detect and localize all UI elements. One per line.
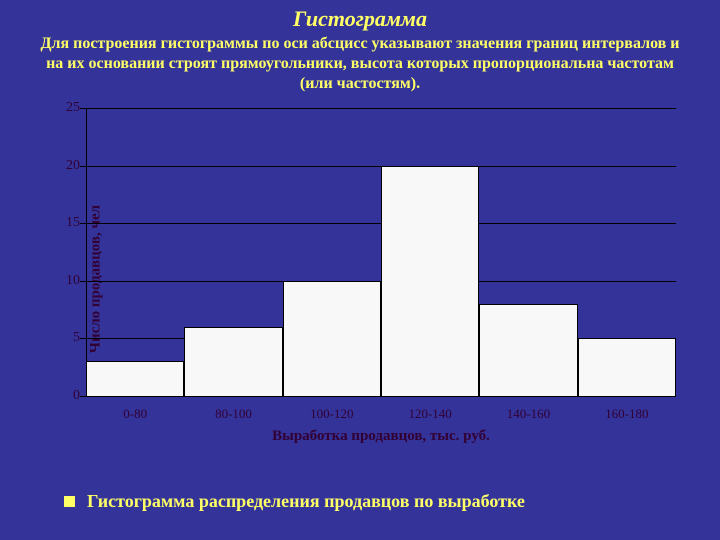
caption-text: Гистограмма распределения продавцов по в…: [87, 491, 525, 512]
x-axis-title: Выработка продавцов, тыс. руб.: [86, 428, 676, 445]
histogram-bar: [184, 327, 282, 396]
y-tick-label: 25: [58, 100, 80, 116]
bars-container: [86, 108, 676, 396]
bar-column: [283, 108, 381, 396]
histogram-bar: [86, 361, 184, 396]
bar-column: [184, 108, 282, 396]
x-tick-label: 160-180: [578, 400, 676, 422]
histogram-bar: [578, 338, 676, 396]
y-tick-mark: [80, 396, 86, 397]
y-tick-label: 5: [58, 330, 80, 346]
x-tick-label: 0-80: [86, 400, 184, 422]
x-tick-label: 100-120: [283, 400, 381, 422]
histogram-bar: [381, 166, 479, 396]
y-tick-label: 10: [58, 273, 80, 289]
y-tick-label: 20: [58, 158, 80, 174]
plot-area: 0510152025: [86, 108, 676, 396]
x-tick-label: 140-160: [479, 400, 577, 422]
bar-column: [86, 108, 184, 396]
histogram-bar: [479, 304, 577, 396]
histogram-bar: [283, 281, 381, 396]
caption-row: Гистограмма распределения продавцов по в…: [64, 491, 525, 512]
page-title: Гистограмма: [0, 0, 720, 32]
y-tick-label: 15: [58, 215, 80, 231]
page-description: Для построения гистограммы по оси абсцис…: [0, 32, 720, 100]
bar-column: [381, 108, 479, 396]
x-axis-labels: 0-8080-100100-120120-140140-160160-180: [86, 400, 676, 422]
x-tick-label: 80-100: [184, 400, 282, 422]
histogram-chart: Число продавцов, чел 0510152025 0-8080-1…: [30, 100, 690, 458]
x-tick-label: 120-140: [381, 400, 479, 422]
y-tick-label: 0: [58, 388, 80, 404]
bar-column: [578, 108, 676, 396]
bullet-square-icon: [64, 496, 75, 507]
x-axis-line: [86, 396, 676, 397]
bar-column: [479, 108, 577, 396]
